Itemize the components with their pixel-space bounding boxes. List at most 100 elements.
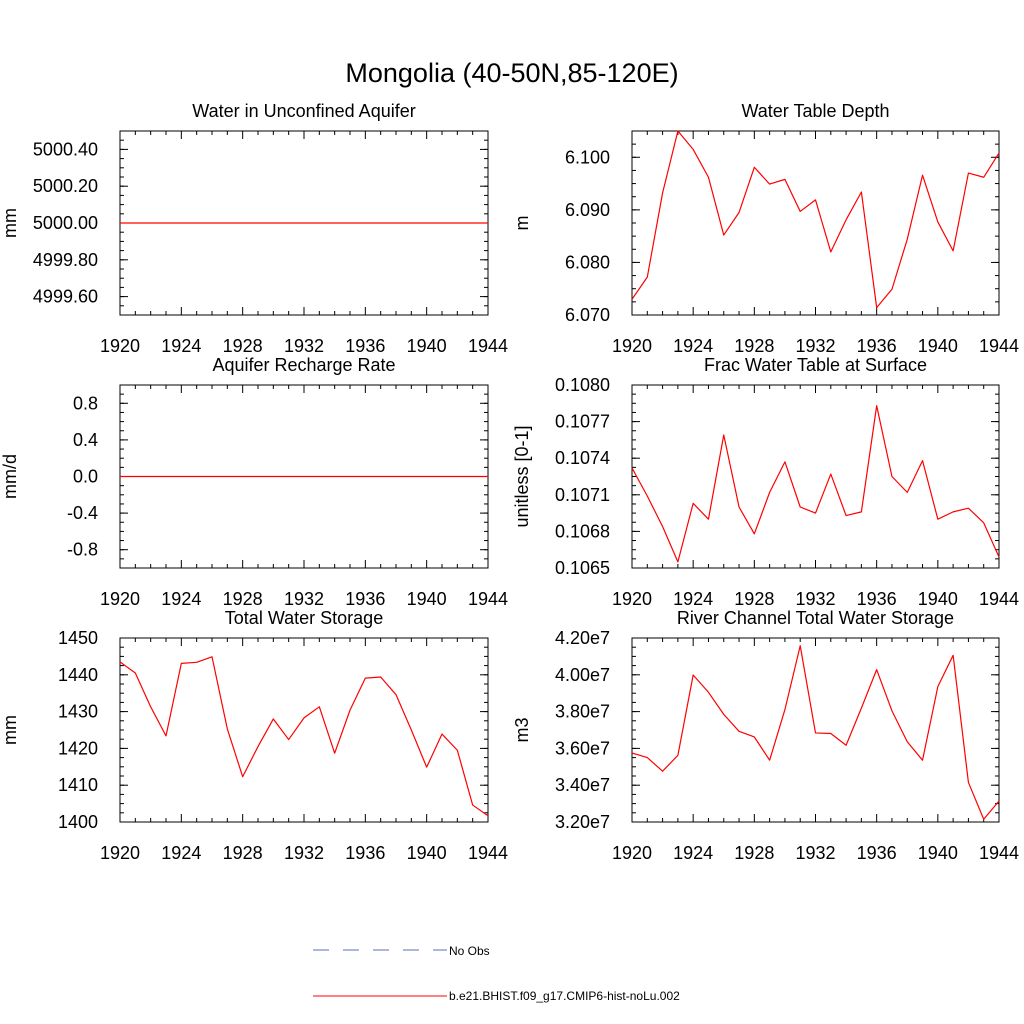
x-tick-label: 1920: [612, 336, 652, 356]
x-tick-label: 1920: [100, 336, 140, 356]
x-tick-label: 1928: [223, 589, 263, 609]
x-tick-label: 1932: [795, 336, 835, 356]
x-tick-label: 1940: [918, 589, 958, 609]
y-tick-label: 1410: [58, 775, 98, 795]
y-tick-label: 6.090: [565, 200, 610, 220]
y-tick-label: 4999.60: [33, 287, 98, 307]
x-tick-label: 1928: [734, 843, 774, 863]
y-axis-label: unitless [0-1]: [512, 425, 532, 527]
series-line-1: [631, 405, 1000, 563]
x-tick-label: 1936: [345, 843, 385, 863]
x-tick-label: 1920: [612, 589, 652, 609]
y-tick-label: 1440: [58, 665, 98, 685]
plot-frame: [631, 130, 1000, 316]
y-tick-label: 3.60e7: [555, 738, 610, 758]
y-tick-label: 3.40e7: [555, 775, 610, 795]
x-tick-label: 1940: [918, 843, 958, 863]
legend: No Obs b.e21.BHIST.f09_g17.CMIP6-hist-no…: [313, 944, 680, 1003]
series-line-1: [631, 645, 1000, 820]
plot-frame: [119, 637, 489, 823]
x-tick-label: 1932: [284, 843, 324, 863]
y-tick-label: 4.00e7: [555, 665, 610, 685]
panels: Water in Unconfined Aquifer mm 1920 1924 192…: [0, 101, 1019, 863]
x-tick-label: 1924: [673, 589, 713, 609]
chart-title: River Channel Total Water Storage: [677, 608, 954, 628]
x-tick-label: 1936: [857, 336, 897, 356]
chart-panel-3: Aquifer Recharge Rate mm/d 1920 1924 1928 193…: [0, 355, 508, 609]
y-tick-label: 0.8: [73, 393, 98, 413]
x-tick-label: 1920: [100, 843, 140, 863]
y-tick-label: 1400: [58, 812, 98, 832]
y-axis-label: m: [512, 216, 532, 231]
x-tick-label: 1936: [857, 589, 897, 609]
x-tick-label: 1932: [284, 589, 324, 609]
y-tick-label: 0.1068: [555, 521, 610, 541]
y-tick-label: 6.100: [565, 147, 610, 167]
x-tick-label: 1924: [161, 843, 201, 863]
x-tick-label: 1944: [979, 336, 1019, 356]
y-tick-label: 0.4: [73, 430, 98, 450]
y-tick-label: 5000.00: [33, 213, 98, 233]
legend-label-model: b.e21.BHIST.f09_g17.CMIP6-hist-noLu.002: [449, 989, 680, 1003]
x-tick-label: 1932: [284, 336, 324, 356]
y-tick-label: 0.1077: [555, 412, 610, 432]
series-line-1: [119, 656, 489, 817]
y-tick-label: 3.80e7: [555, 702, 610, 722]
y-tick-label: 4999.80: [33, 250, 98, 270]
y-tick-label: 6.070: [565, 305, 610, 325]
x-tick-label: 1920: [100, 589, 140, 609]
chart-title: Total Water Storage: [225, 608, 383, 628]
figure-title: Mongolia (40-50N,85-120E): [345, 58, 678, 88]
x-tick-label: 1940: [407, 336, 447, 356]
y-tick-label: 1450: [58, 628, 98, 648]
y-tick-label: 0.1080: [555, 375, 610, 395]
x-tick-label: 1924: [673, 843, 713, 863]
x-tick-label: 1944: [979, 589, 1019, 609]
y-tick-label: 5000.20: [33, 176, 98, 196]
x-tick-label: 1928: [734, 336, 774, 356]
x-tick-label: 1944: [468, 843, 508, 863]
x-tick-label: 1924: [161, 589, 201, 609]
x-tick-label: 1940: [407, 843, 447, 863]
x-tick-label: 1932: [795, 589, 835, 609]
x-tick-label: 1924: [161, 336, 201, 356]
y-tick-label: 0.1074: [555, 448, 610, 468]
y-tick-label: 0.0: [73, 467, 98, 487]
y-tick-label: 0.1065: [555, 558, 610, 578]
x-tick-label: 1924: [673, 336, 713, 356]
y-tick-label: 1420: [58, 738, 98, 758]
x-tick-label: 1928: [223, 336, 263, 356]
y-tick-label: -0.8: [67, 540, 98, 560]
x-tick-label: 1944: [468, 336, 508, 356]
chart-panel-4: Frac Water Table at Surface unitless [0-1…: [512, 355, 1019, 609]
x-tick-label: 1944: [979, 843, 1019, 863]
chart-title: Aquifer Recharge Rate: [212, 355, 395, 375]
chart-panel-6: River Channel Total Water Storage m3 1920 1…: [512, 608, 1019, 863]
x-tick-label: 1940: [918, 336, 958, 356]
x-tick-label: 1940: [407, 589, 447, 609]
x-tick-label: 1920: [612, 843, 652, 863]
y-tick-label: 0.1071: [555, 485, 610, 505]
x-tick-label: 1944: [468, 589, 508, 609]
x-tick-label: 1936: [857, 843, 897, 863]
chart-panel-1: Water in Unconfined Aquifer mm 1920 1924 192…: [0, 101, 508, 356]
plot-frame: [631, 384, 1000, 569]
y-tick-label: 1430: [58, 702, 98, 722]
chart-panel-2: Water Table Depth m 1920 1924 1928 1932 1936 19…: [512, 101, 1019, 356]
x-tick-label: 1936: [345, 589, 385, 609]
chart-title: Water in Unconfined Aquifer: [192, 101, 415, 121]
x-tick-label: 1928: [734, 589, 774, 609]
x-tick-label: 1936: [345, 336, 385, 356]
chart-title: Frac Water Table at Surface: [704, 355, 927, 375]
y-tick-label: -0.4: [67, 503, 98, 523]
legend-label-no-obs: No Obs: [449, 944, 490, 958]
y-tick-label: 3.20e7: [555, 812, 610, 832]
y-tick-label: 4.20e7: [555, 628, 610, 648]
y-axis-label: mm: [0, 715, 20, 745]
y-axis-label: m3: [512, 717, 532, 742]
series-line-1: [631, 130, 1000, 309]
x-tick-label: 1928: [223, 843, 263, 863]
y-axis-label: mm/d: [0, 454, 20, 499]
x-tick-label: 1932: [795, 843, 835, 863]
